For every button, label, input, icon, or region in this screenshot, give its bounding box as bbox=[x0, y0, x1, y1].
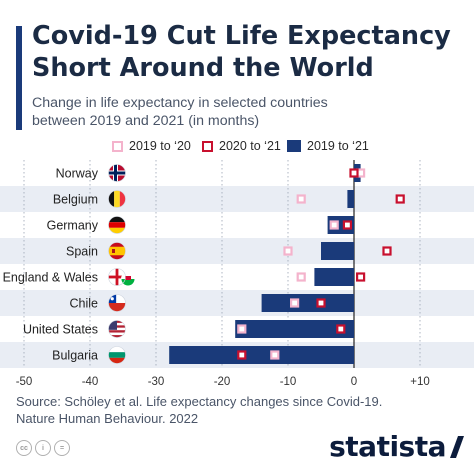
category-label-bulgaria: Bulgaria bbox=[52, 349, 98, 363]
category-label-spain: Spain bbox=[66, 245, 98, 259]
marker-2019-2020-england-wales bbox=[296, 272, 306, 282]
bulgaria-flag-icon bbox=[108, 346, 126, 364]
chart-subtitle: Change in life expectancy in selected co… bbox=[32, 94, 452, 130]
chart-title-line-1: Covid-19 Cut Life Expectancy bbox=[32, 21, 451, 51]
legend-swatch-2019-2021 bbox=[287, 140, 301, 152]
bar-spain bbox=[321, 242, 354, 260]
chart-subtitle-line-2: between 2019 and 2021 (in months) bbox=[32, 113, 260, 129]
legend-item-2020-2021: 2020 to ‘21 bbox=[202, 139, 281, 153]
legend-label-2020-2021: 2020 to ‘21 bbox=[219, 139, 281, 153]
cc-icon[interactable]: cc bbox=[16, 440, 32, 456]
category-label-norway: Norway bbox=[56, 167, 99, 181]
x-tick-label: +10 bbox=[410, 376, 430, 388]
marker-2019-2020-united-states bbox=[237, 324, 247, 334]
category-label-chile: Chile bbox=[70, 297, 99, 311]
legend-label-2019-2020: 2019 to ‘20 bbox=[129, 139, 191, 153]
marker-2019-2020-bulgaria bbox=[270, 350, 280, 360]
category-label-england-wales: England & Wales bbox=[3, 271, 98, 285]
statista-logo-mark-icon bbox=[450, 436, 464, 458]
spain-flag-icon bbox=[108, 242, 126, 260]
marker-2020-2021-norway bbox=[349, 168, 359, 178]
marker-2020-2021-belgium bbox=[395, 194, 405, 204]
marker-2020-2021-chile bbox=[316, 298, 326, 308]
germany-flag-icon bbox=[108, 216, 126, 234]
statista-logo[interactable]: statista bbox=[329, 430, 446, 463]
bar-united-states bbox=[235, 320, 354, 338]
legend-swatch-2020-2021 bbox=[202, 140, 213, 152]
bar-belgium bbox=[347, 190, 354, 208]
legend-label-2019-2021: 2019 to ‘21 bbox=[307, 139, 369, 153]
belgium-flag-icon bbox=[108, 190, 126, 208]
chart-legend: 2019 to ‘20 2020 to ‘21 2019 to ‘21 bbox=[0, 139, 474, 155]
bar-chile bbox=[261, 294, 354, 312]
x-tick-label: 0 bbox=[351, 376, 357, 388]
row-band bbox=[0, 186, 474, 212]
marker-2019-2020-belgium bbox=[296, 194, 306, 204]
row-band bbox=[0, 290, 474, 316]
bar-england-wales bbox=[314, 268, 354, 286]
category-label-belgium: Belgium bbox=[53, 193, 98, 207]
marker-2020-2021-bulgaria bbox=[237, 350, 247, 360]
bar-bulgaria bbox=[169, 346, 354, 364]
marker-2020-2021-united-states bbox=[336, 324, 346, 334]
chile-flag-icon bbox=[108, 294, 126, 312]
chart-subtitle-line-1: Change in life expectancy in selected co… bbox=[32, 95, 328, 111]
nd-icon[interactable]: = bbox=[54, 440, 70, 456]
chart-title: Covid-19 Cut Life Expectancy Short Aroun… bbox=[32, 20, 462, 84]
category-label-united-states: United States bbox=[23, 323, 98, 337]
title-accent-bar bbox=[16, 26, 22, 130]
x-tick-label: -10 bbox=[280, 376, 297, 388]
flag-icons bbox=[108, 164, 135, 364]
marker-2020-2021-england-wales bbox=[356, 272, 366, 282]
england-wales-flag-icon bbox=[108, 268, 135, 286]
category-labels: Norway Belgium Germany Spain England & Wales… bbox=[3, 167, 99, 363]
marker-2019-2020-chile bbox=[290, 298, 300, 308]
x-tick-label: -30 bbox=[148, 376, 165, 388]
marker-2020-2021-germany bbox=[342, 220, 352, 230]
marker-2019-2020-germany bbox=[329, 220, 339, 230]
legend-swatch-2019-2020 bbox=[112, 140, 123, 152]
marker-2019-2020-spain bbox=[283, 246, 293, 256]
footer: cc i = statista bbox=[0, 430, 474, 474]
legend-item-2019-2021: 2019 to ‘21 bbox=[287, 139, 369, 153]
x-tick-label: -20 bbox=[214, 376, 231, 388]
chart-title-line-2: Short Around the World bbox=[32, 53, 374, 83]
x-tick-label: -50 bbox=[16, 376, 33, 388]
markers bbox=[237, 168, 405, 360]
source-note: Source: Schöley et al. Life expectancy c… bbox=[16, 393, 436, 427]
source-line-1: Source: Schöley et al. Life expectancy c… bbox=[16, 394, 383, 409]
license-icons[interactable]: cc i = bbox=[16, 440, 70, 456]
marker-2020-2021-spain bbox=[382, 246, 392, 256]
usa-flag-icon bbox=[108, 320, 126, 338]
by-icon[interactable]: i bbox=[35, 440, 51, 456]
category-label-germany: Germany bbox=[47, 219, 99, 233]
x-tick-labels: -50 -40 -30 -20 -10 0 +10 bbox=[16, 376, 430, 388]
source-line-2: Nature Human Behaviour. 2022 bbox=[16, 411, 199, 426]
row-band bbox=[0, 238, 474, 264]
norway-flag-icon bbox=[108, 164, 126, 182]
legend-item-2019-2020: 2019 to ‘20 bbox=[112, 139, 191, 153]
x-tick-label: -40 bbox=[82, 376, 99, 388]
